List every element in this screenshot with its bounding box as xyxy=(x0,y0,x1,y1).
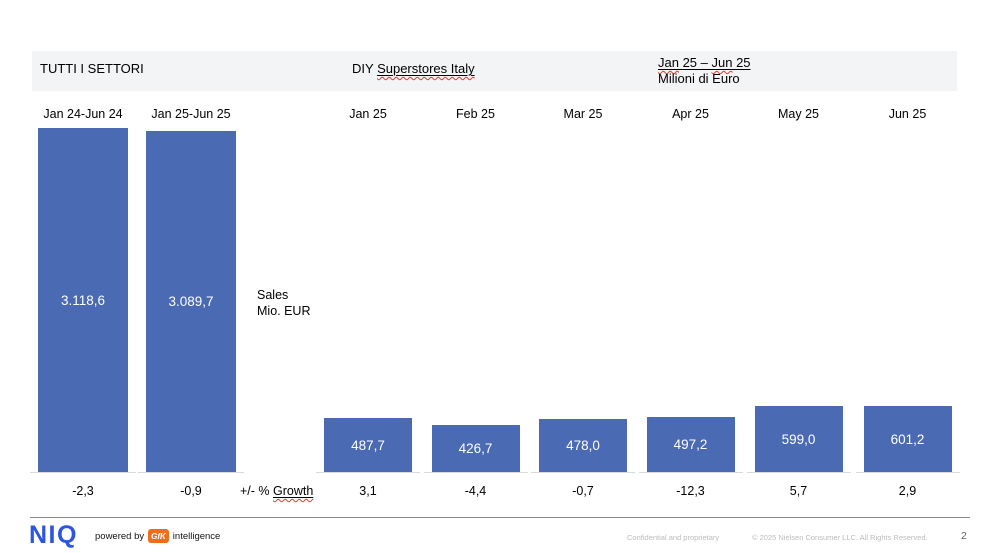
sales-axis-label-line2: Mio. EUR xyxy=(257,304,311,318)
sales-axis-label: Sales Mio. EUR xyxy=(257,287,310,319)
header-right-title: Jan 25 – Jun 25 Milioni di Euro xyxy=(658,55,751,87)
header-center-underlined: Superstores Italy xyxy=(377,61,475,76)
growth-value: -0,9 xyxy=(180,484,202,498)
header-period-part: Jun xyxy=(711,55,733,70)
gfk-logo: GfK xyxy=(148,529,169,543)
sales-axis-label-line1: Sales xyxy=(257,288,289,302)
bar-value-label: 601,2 xyxy=(890,431,925,447)
bar: 497,2 xyxy=(646,417,735,472)
copyright-note: © 2025 Nielsen Consumer LLC. All Rights … xyxy=(752,533,928,542)
bar-baseline xyxy=(855,472,960,473)
growth-axis-word: Growth xyxy=(273,484,314,498)
header-unit-label: Milioni di Euro xyxy=(658,71,740,86)
bar-baseline xyxy=(531,472,635,473)
powered-by-gfk: powered by GfK intelligence xyxy=(95,529,220,543)
bar: 601,2 xyxy=(863,406,952,472)
bar-baseline xyxy=(638,472,743,473)
header-band: TUTTI I SETTORI DIY Superstores Italy Ja… xyxy=(32,51,957,91)
bar-baseline xyxy=(30,472,136,473)
header-center-title: DIY Superstores Italy xyxy=(352,61,475,76)
bar: 599,0 xyxy=(754,406,843,472)
bar: 487,7 xyxy=(324,418,412,472)
footer-divider xyxy=(30,517,970,518)
growth-axis-label: +/- % Growth xyxy=(240,484,313,498)
bar-baseline xyxy=(423,472,528,473)
intelligence-text: intelligence xyxy=(172,530,221,542)
bar-baseline xyxy=(138,472,244,473)
header-left-title: TUTTI I SETTORI xyxy=(40,61,144,76)
bar: 426,7 xyxy=(431,425,520,472)
header-period-part: Jan xyxy=(658,55,679,70)
growth-value: -2,3 xyxy=(72,484,94,498)
growth-value: 5,7 xyxy=(789,484,808,498)
bar: 3.089,7 xyxy=(146,131,236,472)
growth-value: 3,1 xyxy=(359,484,377,498)
growth-value: -4,4 xyxy=(464,484,487,498)
column-label: Jun 25 xyxy=(888,107,927,121)
bar: 478,0 xyxy=(539,419,627,472)
column-label: Jan 25 xyxy=(349,107,387,121)
column-label: Mar 25 xyxy=(563,107,603,121)
powered-by-text: powered by xyxy=(95,530,145,542)
bar-value-label: 478,0 xyxy=(566,438,600,453)
growth-value: 2,9 xyxy=(898,484,917,498)
header-center-prefix: DIY xyxy=(352,61,378,76)
column-label: Feb 25 xyxy=(456,107,495,121)
column-label: May 25 xyxy=(778,107,819,121)
bar: 3.118,6 xyxy=(38,128,128,472)
confidential-note: Confidential and proprietary xyxy=(627,533,720,542)
growth-value: -12,3 xyxy=(676,484,705,498)
header-period-part: 25 – xyxy=(678,55,712,70)
column-label: Jan 24-Jun 24 xyxy=(43,107,123,121)
page-number: 2 xyxy=(961,530,967,542)
bar-value-label: 3.089,7 xyxy=(168,294,214,309)
growth-axis-prefix: +/- % xyxy=(240,484,273,498)
bar-value-label: 599,0 xyxy=(781,431,816,447)
growth-value: -0,7 xyxy=(572,484,594,498)
bar-value-label: 3.118,6 xyxy=(60,292,106,308)
header-period-part: 25 xyxy=(732,55,751,70)
niq-logo: NIQ xyxy=(29,521,78,549)
bar-value-label: 426,7 xyxy=(458,441,493,456)
bar-value-label: 487,7 xyxy=(351,437,385,453)
header-period: Jan 25 – Jun 25 xyxy=(658,55,751,71)
bar-baseline xyxy=(316,472,420,473)
column-label: Jan 25-Jun 25 xyxy=(151,107,231,121)
column-label: Apr 25 xyxy=(672,107,709,121)
bar-baseline xyxy=(746,472,851,473)
bar-value-label: 497,2 xyxy=(673,437,708,452)
